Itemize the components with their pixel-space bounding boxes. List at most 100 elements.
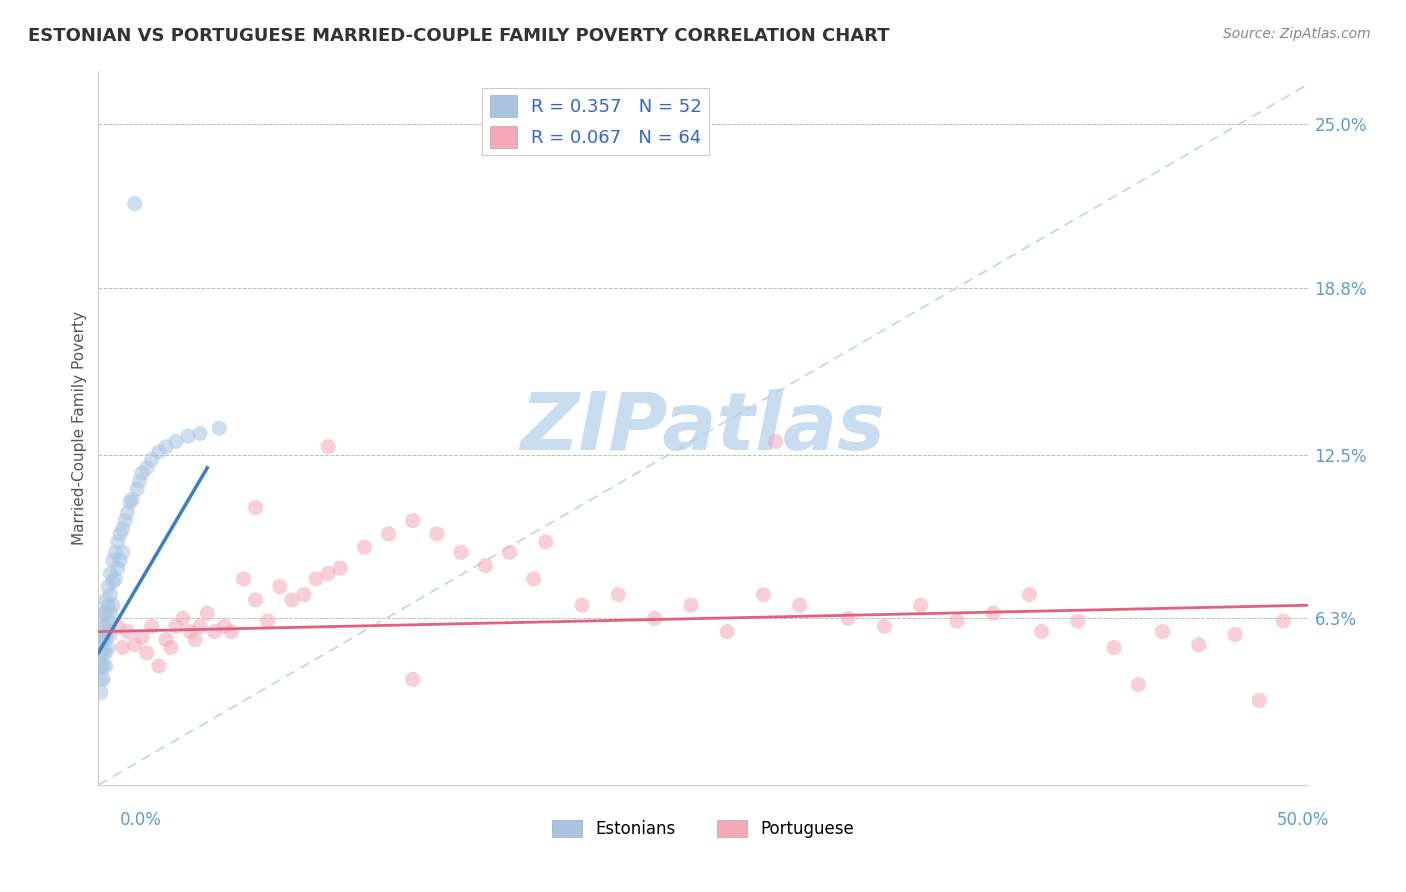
Point [498,545,520,559]
Point [837,611,859,625]
Point [97,624,120,639]
Point [353,540,375,554]
Point [1102,640,1125,655]
Point [316,440,339,454]
Point [165,619,187,633]
Point [97,580,120,594]
Point [124,638,146,652]
Point [108,527,131,541]
Point [108,553,131,567]
Text: 50.0%: 50.0% [1277,811,1329,829]
Point [1272,614,1295,628]
Point [188,426,211,441]
Point [111,522,134,536]
Point [141,619,163,633]
Point [165,434,187,449]
Point [124,196,146,211]
Point [1188,638,1211,652]
Text: 0.0%: 0.0% [120,811,162,829]
Point [474,558,496,573]
Point [131,630,153,644]
Point [402,672,425,686]
Point [269,580,291,594]
Point [679,599,702,613]
Point [100,627,122,641]
Point [155,632,177,647]
Point [245,500,267,515]
Text: ZIPatlas: ZIPatlas [520,389,886,467]
Point [377,527,399,541]
Point [607,588,630,602]
Point [1249,693,1271,707]
Point [91,646,114,660]
Point [94,606,117,620]
Point [204,624,226,639]
Point [94,659,117,673]
Point [91,659,114,673]
Point [97,614,120,628]
Point [402,514,425,528]
Point [177,429,200,443]
Y-axis label: Married-Couple Family Poverty: Married-Couple Family Poverty [72,311,87,545]
Point [716,624,738,639]
Point [128,474,150,488]
Point [148,445,170,459]
Point [141,453,163,467]
Point [135,460,157,475]
Point [117,624,139,639]
Point [221,624,243,639]
Point [101,574,124,589]
Point [256,614,278,628]
Point [981,606,1004,620]
Point [172,611,194,625]
Point [107,619,129,633]
Point [281,593,304,607]
Point [534,534,557,549]
Point [127,482,149,496]
Point [135,646,157,660]
Point [789,599,811,613]
Point [91,606,114,620]
Point [155,440,177,454]
Point [179,624,201,639]
Point [100,566,122,581]
Point [107,561,129,575]
Point [1031,624,1053,639]
Point [188,619,211,633]
Legend: R = 0.357   N = 52, R = 0.067   N = 64: R = 0.357 N = 52, R = 0.067 N = 64 [482,87,709,155]
Point [1018,588,1040,602]
Point [101,599,124,613]
Point [118,495,141,509]
Point [160,640,183,655]
Point [329,561,352,575]
Point [91,672,114,686]
Point [292,588,315,602]
Point [94,593,117,607]
Point [100,606,122,620]
Point [114,514,136,528]
Point [644,611,666,625]
Point [212,619,235,633]
Point [148,659,170,673]
Point [946,614,969,628]
Point [90,672,112,686]
Point [121,492,143,507]
Point [117,506,139,520]
Point [765,434,787,449]
Point [97,640,120,655]
Point [426,527,449,541]
Point [1152,624,1174,639]
Point [101,553,124,567]
Point [111,640,134,655]
Point [91,619,114,633]
Point [90,632,112,647]
Point [90,685,112,699]
Text: Source: ZipAtlas.com: Source: ZipAtlas.com [1223,27,1371,41]
Point [107,534,129,549]
Point [1128,677,1150,691]
Point [910,599,932,613]
Point [1223,627,1246,641]
Point [571,599,593,613]
Point [184,632,207,647]
Point [523,572,546,586]
